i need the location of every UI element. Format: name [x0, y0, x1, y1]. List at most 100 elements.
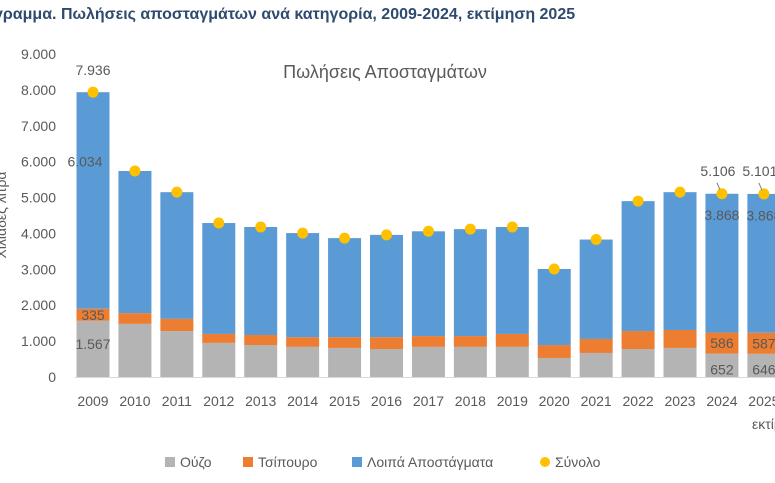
legend-swatch [165, 457, 175, 467]
bar-ouzo-2023 [663, 347, 697, 377]
legend-label: Σύνολο [555, 454, 601, 470]
bar-ouzo-2019 [495, 346, 529, 377]
bar-ouzo-2020 [537, 357, 571, 377]
data-label-other: 6.034 [67, 153, 102, 169]
bar-other-2020 [537, 268, 571, 346]
legend-swatch [352, 457, 362, 467]
bar-tsipouro-2022 [621, 331, 655, 350]
x-tick-label: 2011 [162, 393, 192, 409]
x-tick-label: 2025 [748, 393, 775, 409]
total-marker-2016 [381, 229, 393, 241]
bar-tsipouro-2010 [118, 313, 152, 324]
bar-tsipouro-2015 [328, 337, 362, 348]
total-marker-2009 [87, 86, 99, 98]
bar-other-2011 [160, 192, 194, 319]
bar-ouzo-2011 [160, 331, 194, 377]
bar-ouzo-2014 [286, 346, 320, 377]
leader-line [758, 182, 763, 191]
x-tick-label: 2020 [539, 393, 570, 409]
bar-ouzo-2024 [705, 353, 739, 377]
bar-other-2012 [202, 223, 236, 334]
total-marker-2025 [758, 188, 770, 200]
bar-ouzo-2009 [76, 320, 110, 377]
bar-other-2009 [76, 92, 110, 309]
bar-other-2013 [244, 226, 278, 336]
total-marker-2022 [632, 195, 644, 207]
bar-other-2016 [370, 234, 404, 338]
total-marker-2020 [548, 263, 560, 275]
bar-other-2024 [705, 193, 739, 333]
bar-ouzo-2025 [747, 353, 775, 377]
legend-marker [540, 457, 550, 467]
bar-tsipouro-2019 [495, 333, 529, 347]
bar-ouzo-2013 [244, 345, 278, 377]
data-label-total: 5.106 [700, 163, 735, 179]
x-tick-label: 2023 [664, 393, 695, 409]
x-tick-label: 2016 [371, 393, 402, 409]
total-marker-2013 [255, 221, 267, 233]
total-marker-2015 [339, 232, 351, 244]
data-label-tsipouro: 586 [710, 335, 734, 351]
data-label-other: 3.868 [746, 207, 775, 223]
x-tick-label: 2017 [413, 393, 444, 409]
bar-other-2023 [663, 192, 697, 330]
data-label-tsipouro: 335 [81, 307, 105, 323]
total-marker-2018 [464, 223, 476, 235]
total-marker-2011 [171, 186, 183, 198]
y-tick-label: 8.000 [21, 82, 56, 98]
bar-other-2010 [118, 170, 152, 314]
y-tick-label: 5.000 [21, 190, 56, 206]
bar-tsipouro-2016 [370, 337, 404, 350]
data-label-ouzo: 646 [752, 361, 775, 377]
bar-ouzo-2012 [202, 342, 236, 377]
figure-title: γραμμα. Πωλήσεις αποσταγμάτων ανά κατηγο… [0, 6, 576, 23]
y-tick-label: 9.000 [21, 46, 56, 62]
data-label-ouzo: 1.567 [75, 336, 110, 352]
total-marker-2012 [213, 217, 225, 229]
y-tick-label: 3.000 [21, 261, 56, 277]
y-axis-label: Χιλιάδες λίτρα [0, 171, 9, 258]
bar-tsipouro-2020 [537, 345, 571, 358]
bar-ouzo-2016 [370, 349, 404, 377]
x-tick-label: 2009 [77, 393, 108, 409]
data-label-total: 5.101 [742, 163, 775, 179]
bar-tsipouro-2017 [411, 336, 445, 347]
total-marker-2014 [297, 227, 309, 239]
legend-label: Τσίπουρο [258, 454, 318, 470]
y-tick-label: 2.000 [21, 297, 56, 313]
chart-title: Πωλήσεις Αποσταγμάτων [283, 62, 487, 82]
x-tick-label: 2014 [287, 393, 318, 409]
total-marker-2019 [506, 221, 518, 233]
x-tick-label: 2010 [119, 393, 150, 409]
data-label-ouzo: 652 [710, 361, 734, 377]
bar-other-2021 [579, 239, 613, 339]
y-tick-label: 0 [48, 369, 56, 385]
bar-tsipouro-2023 [663, 329, 697, 348]
data-label-total: 7.936 [75, 62, 110, 78]
bar-ouzo-2018 [453, 346, 487, 377]
bar-other-2025 [747, 193, 775, 333]
x-tick-label: 2013 [245, 393, 276, 409]
bar-ouzo-2010 [118, 323, 152, 377]
bar-ouzo-2015 [328, 347, 362, 377]
y-tick-label: 7.000 [21, 118, 56, 134]
total-marker-2021 [590, 234, 602, 246]
bar-ouzo-2022 [621, 349, 655, 377]
leader-line [716, 182, 721, 190]
x-tick-label: 2021 [581, 393, 612, 409]
total-marker-2017 [422, 225, 434, 237]
bar-tsipouro-2011 [160, 318, 194, 332]
bar-other-2015 [328, 238, 362, 338]
bar-other-2019 [495, 226, 529, 334]
bar-tsipouro-2018 [453, 336, 487, 347]
y-tick-label: 6.000 [21, 154, 56, 170]
x-tick-label: 2012 [203, 393, 234, 409]
y-tick-label: 1.000 [21, 333, 56, 349]
data-label-other: 3.868 [704, 207, 739, 223]
legend-label: Ούζο [180, 454, 212, 470]
bar-tsipouro-2009 [76, 308, 110, 321]
bar-tsipouro-2024 [705, 332, 739, 354]
bar-tsipouro-2012 [202, 333, 236, 343]
bar-tsipouro-2021 [579, 338, 613, 353]
